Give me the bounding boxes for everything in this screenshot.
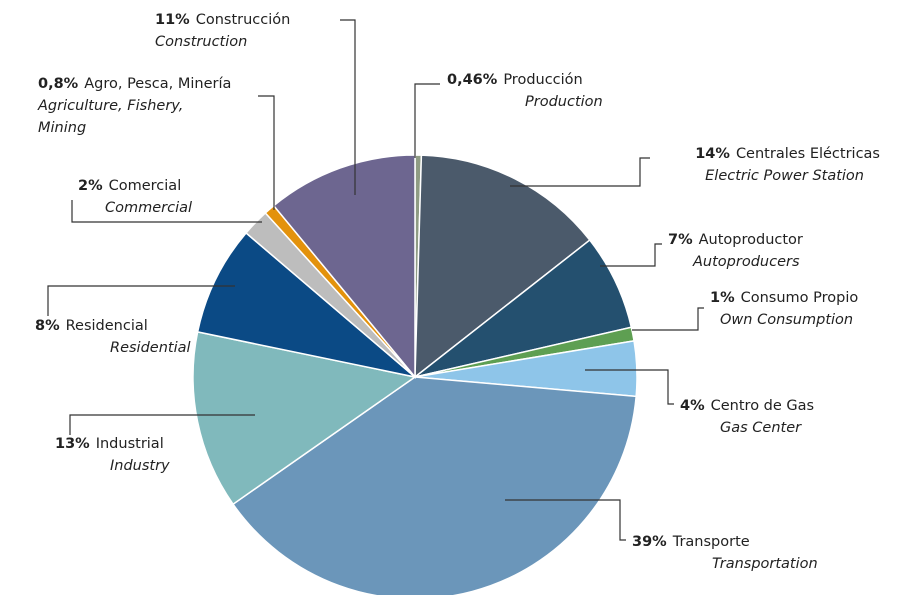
category-label: Comercial (109, 178, 182, 194)
value-label: 0,46% (447, 72, 498, 88)
category-label: Residencial (66, 318, 148, 334)
slice-label: 4% Centro de Gas (680, 398, 814, 414)
category-label-en: Gas Center (720, 420, 802, 436)
category-label: Transporte (672, 534, 750, 550)
value-label: 1% (710, 290, 735, 306)
value-label: 39% (632, 534, 667, 550)
pie-slice (196, 231, 416, 378)
leader-line (632, 307, 704, 331)
category-label: Consumo Propio (741, 290, 859, 306)
value-label: 8% (35, 318, 60, 334)
category-label-en: Mining (38, 120, 86, 136)
leader-line (71, 200, 262, 223)
slice-label: 39% Transporte (632, 534, 750, 550)
leader-line (69, 414, 255, 435)
value-label: 0,8% (38, 76, 79, 92)
category-label-en: Industry (110, 458, 170, 474)
category-label-en: Electric Power Station (705, 168, 864, 184)
leader-line (414, 83, 440, 158)
slice-label: 1% Consumo Propio (710, 290, 858, 306)
category-label-en: Production (525, 94, 603, 110)
category-label: Producción (503, 72, 582, 88)
category-label-en: Autoproducers (692, 254, 800, 270)
leader-line (47, 285, 235, 316)
leader-line (258, 95, 275, 210)
category-label-en: Agriculture, Fishery, (37, 98, 183, 114)
slice-label: 13% Industrial (55, 436, 164, 452)
leader-line (505, 499, 626, 541)
pie-slice (414, 154, 591, 379)
category-label-en: Commercial (105, 200, 192, 216)
leader-line (600, 243, 662, 267)
value-label: 11% (155, 12, 190, 28)
leader-line (340, 19, 356, 195)
pie-slice (272, 154, 416, 380)
category-label: Centro de Gas (711, 398, 814, 414)
slice-label: 0,46% Producción (447, 72, 583, 88)
category-label-en: Residential (110, 340, 191, 356)
category-label: Construcción (196, 12, 291, 28)
pie-slice (192, 331, 417, 506)
slice-label: 8% Residencial (35, 318, 148, 334)
pie-slice (232, 376, 637, 595)
slice-label: 0,8% Agro, Pesca, Minería (38, 76, 231, 92)
value-label: 7% (668, 232, 693, 248)
category-label-en: Own Consumption (720, 312, 853, 328)
value-label: 14% (695, 146, 730, 162)
category-label: Autoproductor (699, 232, 803, 248)
category-label-en: Transportation (712, 556, 818, 572)
slice-label: 7% Autoproductor (668, 232, 803, 248)
leader-line (585, 369, 674, 405)
category-label: Industrial (96, 436, 164, 452)
value-label: 2% (78, 178, 103, 194)
value-label: 13% (55, 436, 90, 452)
category-label: Agro, Pesca, Minería (84, 76, 231, 92)
value-label: 4% (680, 398, 705, 414)
slice-label: 11% Construcción (155, 12, 290, 28)
category-label: Centrales Eléctricas (736, 146, 880, 162)
leader-line (510, 157, 650, 187)
slice-label: 2% Comercial (78, 178, 181, 194)
category-label-en: Construction (155, 34, 247, 50)
slice-label: 14% Centrales Eléctricas (695, 146, 880, 162)
